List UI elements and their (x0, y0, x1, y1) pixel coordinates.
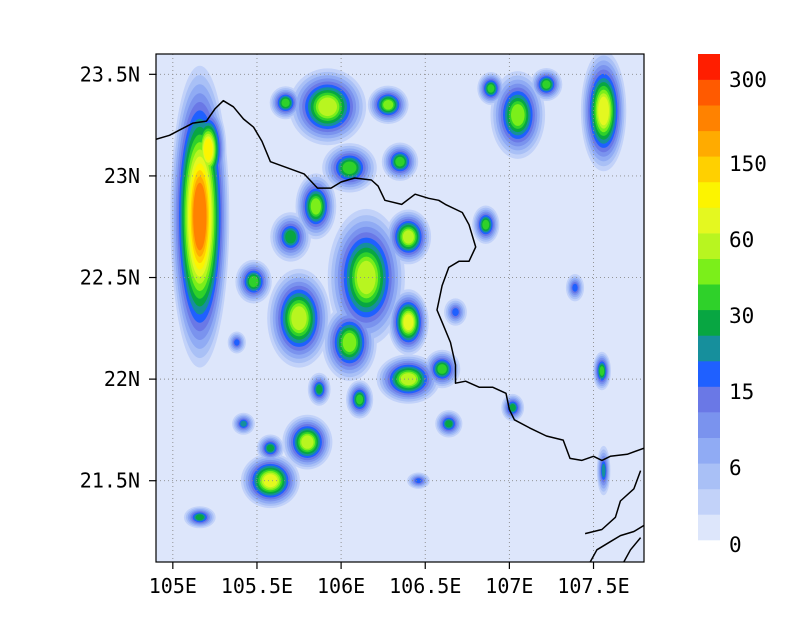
colorbar: 300 150 60 30 15 6 0 (698, 54, 767, 557)
precip-contour (342, 332, 357, 353)
y-tick-label: 22.5N (80, 266, 140, 290)
colorbar-box (698, 412, 720, 438)
colorbar-label: 30 (729, 304, 754, 328)
colorbar-label: 6 (729, 456, 742, 480)
precip-contour (415, 478, 422, 484)
colorbar-box (698, 284, 720, 311)
precip-contour (601, 463, 606, 478)
precip-contour (482, 219, 490, 230)
x-tick-label: 105E (149, 574, 197, 598)
precip-contour (281, 98, 290, 108)
precip-contour (195, 514, 204, 521)
country-borders (156, 99, 644, 562)
colorbar-box (698, 309, 720, 336)
precip-contour (402, 230, 414, 244)
colorbar-box (698, 437, 720, 464)
x-tick-label: 106.5E (389, 574, 461, 598)
x-axis-labels: 105E 105.5E 106E 106.5E 107E 107.5E (149, 574, 630, 598)
precip-contour (316, 384, 323, 394)
colorbar-box (698, 54, 720, 80)
precip-contour (240, 420, 247, 427)
precip-contour (266, 444, 274, 452)
precip-contour (509, 404, 516, 412)
colorbar-label: 0 (729, 533, 742, 557)
y-tick-label: 21.5N (80, 469, 140, 493)
x-tick-label: 106E (317, 574, 365, 598)
colorbar-box (698, 181, 720, 208)
border-line (589, 524, 644, 562)
colorbar-labels: 300 150 60 30 15 6 0 (729, 68, 767, 557)
precip-contour (445, 420, 453, 428)
precip-contour (203, 138, 213, 161)
colorbar-box (698, 207, 720, 234)
border-line (623, 537, 642, 562)
x-tick-label: 107.5E (557, 574, 629, 598)
precip-contour (452, 308, 459, 317)
precip-contour (511, 104, 525, 126)
colorbar-label: 300 (729, 68, 767, 92)
precip-contour (291, 306, 307, 331)
y-axis-labels: 23.5N 23N 22.5N 22N 21.5N (80, 62, 140, 492)
colorbar-box (698, 258, 720, 285)
x-tick-label: 107E (485, 574, 533, 598)
colorbar-label: 60 (729, 228, 754, 252)
colorbar-box (698, 130, 720, 157)
colorbar-label: 150 (729, 152, 767, 176)
precip-contour (248, 276, 259, 288)
y-tick-label: 22N (104, 367, 140, 391)
precip-contour (342, 161, 357, 175)
precip-contour (487, 84, 495, 93)
precip-contour (263, 474, 278, 488)
y-tick-label: 23.5N (80, 62, 140, 86)
colorbar-box (698, 233, 720, 259)
colorbar-box (698, 105, 720, 132)
colorbar-box (698, 156, 720, 183)
plot-area (156, 54, 644, 562)
precip-contour (193, 182, 207, 251)
axis-ticks (149, 73, 595, 569)
precip-contour (599, 366, 605, 376)
plot-frame (155, 53, 645, 563)
precip-contour (356, 260, 376, 295)
colorbar-label: 15 (729, 380, 754, 404)
colorbar-box (698, 514, 720, 541)
colorbar-box (698, 360, 720, 387)
precip-contour (403, 314, 414, 331)
colorbar-box (698, 386, 720, 413)
precip-contour (310, 198, 321, 215)
precip-contour (437, 364, 447, 374)
colorbar-boxes (698, 54, 720, 541)
border-line (156, 99, 644, 462)
colorbar-box (698, 79, 720, 106)
precip-contour (598, 96, 609, 126)
precip-contour (356, 394, 364, 405)
precip-contour (395, 156, 405, 167)
gridlines (156, 54, 644, 562)
precip-contour (234, 339, 240, 346)
y-tick-label: 23N (104, 164, 140, 188)
border-line (584, 470, 642, 535)
precip-contour (542, 80, 551, 89)
colorbar-box (698, 488, 720, 515)
colorbar-box (698, 463, 720, 490)
x-tick-label: 105.5E (221, 574, 293, 598)
precip-contour (383, 100, 394, 110)
precip-contour (285, 230, 296, 244)
precip-contour (318, 97, 337, 117)
precip-contour (301, 435, 314, 449)
precip-contour (572, 283, 578, 292)
colorbar-box (698, 335, 720, 362)
